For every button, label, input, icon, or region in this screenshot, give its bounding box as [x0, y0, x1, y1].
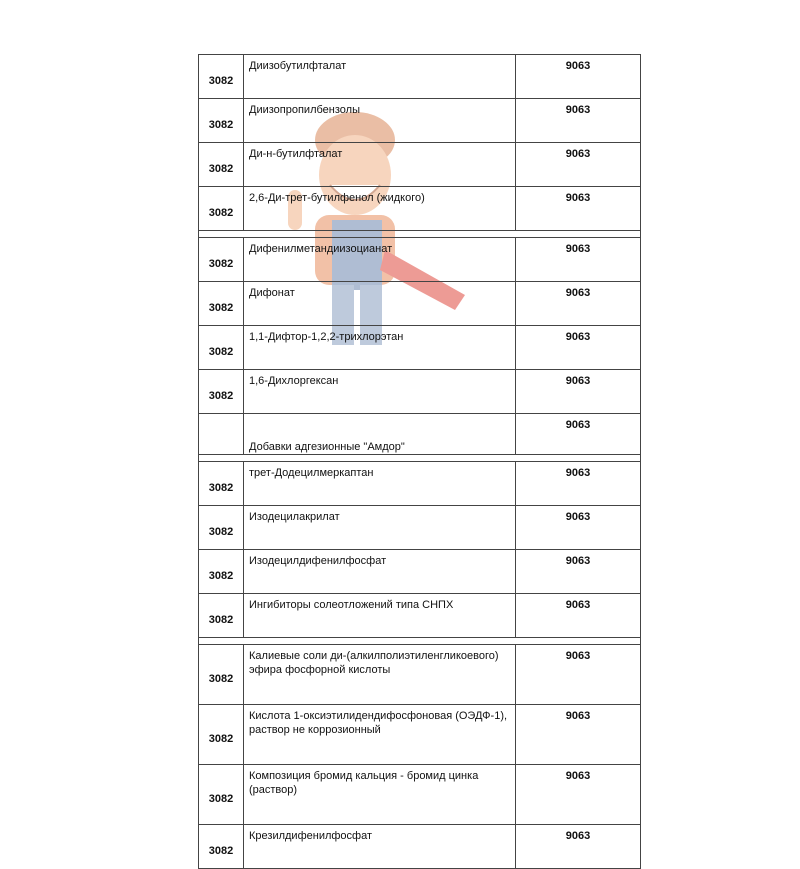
code-cell: 3082 — [198, 505, 244, 550]
code-cell: 3082 — [198, 824, 244, 869]
code-cell: 3082 — [198, 461, 244, 506]
number-cell: 9063 — [515, 549, 641, 594]
table-row: 3082 Композиция бромид кальция - бромид ц… — [198, 764, 641, 825]
code-cell: 3082 — [198, 281, 244, 326]
number-cell: 9063 — [515, 704, 641, 765]
section-separator — [198, 637, 641, 645]
name-cell: Кислота 1-оксиэтилидендифосфоновая (ОЭДФ… — [243, 704, 516, 765]
table-row: 3082 Дифонат 9063 — [198, 281, 641, 326]
code-cell: 3082 — [198, 54, 244, 99]
number-cell: 9063 — [515, 461, 641, 506]
table-row: Добавки адгезионные "Амдор" 9063 — [198, 413, 641, 455]
name-cell: Ди-н-бутилфталат — [243, 142, 516, 187]
name-cell: Изодецилакрилат — [243, 505, 516, 550]
code-cell: 3082 — [198, 549, 244, 594]
table-row: 3082 Кислота 1-оксиэтилидендифосфоновая (… — [198, 704, 641, 765]
name-cell: Добавки адгезионные "Амдор" — [243, 413, 516, 455]
separator-cell — [198, 454, 641, 462]
code-cell: 3082 — [198, 237, 244, 282]
table-row: 3082 1,1-Дифтор-1,2,2-трихлорэтан 9063 — [198, 325, 641, 370]
table-row: 3082 трет-Додецилмеркаптан 9063 — [198, 461, 641, 506]
name-cell: Композиция бромид кальция - бромид цинка… — [243, 764, 516, 825]
name-cell: трет-Додецилмеркаптан — [243, 461, 516, 506]
table-row: 3082 Диизопропилбензолы 9063 — [198, 98, 641, 143]
name-cell: Калиевые соли ди-(алкилполиэтиленгликоев… — [243, 644, 516, 705]
table-row: 3082 Ди-н-бутилфталат 9063 — [198, 142, 641, 187]
number-cell: 9063 — [515, 369, 641, 414]
code-cell: 3082 — [198, 644, 244, 705]
name-cell: Дифенилметандиизоцианат — [243, 237, 516, 282]
code-cell — [198, 413, 244, 455]
number-cell: 9063 — [515, 237, 641, 282]
name-cell: 1,1-Дифтор-1,2,2-трихлорэтан — [243, 325, 516, 370]
table-row: 3082 Дифенилметандиизоцианат 9063 — [198, 237, 641, 282]
name-cell: 1,6-Дихлоргексан — [243, 369, 516, 414]
code-cell: 3082 — [198, 186, 244, 231]
table-row: 3082 1,6-Дихлоргексан 9063 — [198, 369, 641, 414]
code-cell: 3082 — [198, 593, 244, 638]
number-cell: 9063 — [515, 142, 641, 187]
name-cell: Диизопропилбензолы — [243, 98, 516, 143]
number-cell: 9063 — [515, 764, 641, 825]
name-cell: Диизобутилфталат — [243, 54, 516, 99]
number-cell: 9063 — [515, 186, 641, 231]
number-cell: 9063 — [515, 54, 641, 99]
code-cell: 3082 — [198, 764, 244, 825]
code-cell: 3082 — [198, 369, 244, 414]
name-cell: 2,6-Ди-трет-бутилфенол (жидкого) — [243, 186, 516, 231]
number-cell: 9063 — [515, 644, 641, 705]
number-cell: 9063 — [515, 505, 641, 550]
name-cell: Крезилдифенилфосфат — [243, 824, 516, 869]
section-separator — [198, 230, 641, 238]
number-cell: 9063 — [515, 281, 641, 326]
number-cell: 9063 — [515, 824, 641, 869]
code-cell: 3082 — [198, 325, 244, 370]
code-cell: 3082 — [198, 142, 244, 187]
separator-cell — [198, 230, 641, 238]
number-cell: 9063 — [515, 593, 641, 638]
name-cell: Ингибиторы солеотложений типа СНПХ — [243, 593, 516, 638]
table-row: 3082 2,6-Ди-трет-бутилфенол (жидкого) 9063 — [198, 186, 641, 231]
table-row: 3082 Крезилдифенилфосфат 9063 — [198, 824, 641, 869]
separator-cell — [198, 637, 641, 645]
table-row: 3082 Изодецилдифенилфосфат 9063 — [198, 549, 641, 594]
table-row: 3082 Диизобутилфталат 9063 — [198, 54, 641, 99]
table-row: 3082 Изодецилакрилат 9063 — [198, 505, 641, 550]
code-cell: 3082 — [198, 704, 244, 765]
name-cell: Дифонат — [243, 281, 516, 326]
number-cell: 9063 — [515, 98, 641, 143]
table-row: 3082 Ингибиторы солеотложений типа СНПХ 90… — [198, 593, 641, 638]
section-separator — [198, 454, 641, 462]
number-cell: 9063 — [515, 325, 641, 370]
number-cell: 9063 — [515, 413, 641, 455]
name-cell: Изодецилдифенилфосфат — [243, 549, 516, 594]
table-row: 3082 Калиевые соли ди-(алкилполиэтиленгли… — [198, 644, 641, 705]
code-cell: 3082 — [198, 98, 244, 143]
substances-table: 3082 Диизобутилфталат 9063 3082 Диизопропилб… — [198, 54, 641, 869]
